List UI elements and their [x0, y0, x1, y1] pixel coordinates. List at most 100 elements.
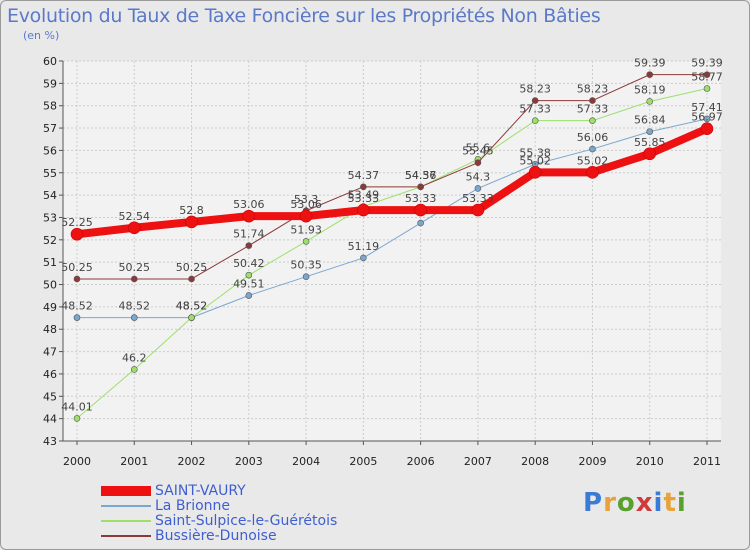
data-point: [589, 145, 596, 153]
data-label: 49.51: [233, 277, 265, 290]
legend-swatch: [101, 505, 151, 507]
data-label: 46.2: [122, 351, 147, 364]
y-tick-label: 60: [43, 55, 57, 68]
data-label: 48.52: [176, 300, 208, 313]
proxiti-logo: Proxiti: [583, 488, 687, 518]
data-point: [73, 314, 81, 321]
data-label: 52.8: [179, 204, 204, 217]
data-point: [242, 209, 256, 223]
logo-letter: P: [583, 488, 604, 518]
y-tick-label: 58: [43, 100, 57, 113]
data-label: 55.02: [577, 154, 609, 167]
y-tick-label: 47: [43, 346, 57, 359]
data-point: [360, 183, 367, 191]
data-label: 56.97: [691, 111, 723, 124]
data-point: [471, 203, 485, 217]
data-point: [586, 166, 599, 179]
data-point: [130, 366, 138, 373]
logo-letter: i: [653, 488, 664, 518]
y-tick-label: 49: [43, 301, 57, 314]
chart-title: Evolution du Taux de Taxe Foncière sur l…: [7, 5, 601, 27]
data-label: 53.49: [348, 189, 380, 202]
x-tick-label: 2010: [636, 455, 664, 468]
data-label: 53.06: [290, 198, 322, 211]
data-label: 54.37: [405, 169, 437, 182]
data-point: [302, 273, 310, 281]
series-line: [77, 74, 707, 280]
y-tick-label: 46: [43, 368, 57, 381]
data-point: [414, 203, 427, 217]
data-label: 59.39: [691, 57, 723, 70]
data-label: 53.06: [233, 198, 265, 211]
data-label: 53.3: [294, 193, 319, 206]
data-label: 50.35: [290, 259, 322, 272]
y-tick-label: 50: [43, 279, 57, 292]
data-point: [703, 85, 711, 92]
x-tick-label: 2003: [235, 455, 263, 468]
plot-background: [63, 61, 721, 441]
grid: [63, 60, 721, 442]
data-point: [245, 242, 253, 249]
legend-swatch: [101, 520, 151, 522]
series-line: [76, 125, 709, 239]
data-label: 50.25: [176, 261, 208, 274]
data-label: 52.54: [119, 210, 151, 223]
legend-label: Saint-Sulpice-le-Guérétois: [155, 513, 338, 529]
data-point: [703, 71, 711, 78]
data-point: [646, 71, 654, 78]
data-label: 58.23: [519, 83, 551, 96]
y-tick-label: 48: [43, 323, 57, 336]
data-point: [188, 314, 195, 321]
logo-letter: x: [635, 488, 654, 518]
data-point: [474, 159, 482, 167]
data-point: [417, 183, 424, 191]
y-tick-label: 53: [43, 211, 57, 224]
data-label: 53.33: [405, 192, 437, 205]
logo-letter: t: [663, 488, 677, 518]
data-point: [643, 147, 657, 161]
legend-swatch: [101, 486, 151, 496]
data-label: 58.23: [577, 83, 609, 96]
data-point: [73, 415, 81, 422]
data-label: 57.41: [691, 101, 723, 114]
data-point: [130, 275, 138, 283]
data-label: 56.84: [634, 114, 666, 127]
data-label: 58.77: [691, 70, 723, 83]
y-tick-label: 56: [43, 144, 57, 157]
data-label: 54.3: [466, 170, 491, 183]
logo-letter: o: [616, 488, 636, 518]
series-bussi-re-dunoise: [73, 71, 711, 283]
series-saint-sulpice-le-gu-r-tois: [73, 85, 711, 422]
data-point: [357, 203, 370, 217]
data-point: [299, 209, 313, 223]
data-label: 48.52: [176, 300, 208, 313]
logo-letter: r: [603, 488, 617, 518]
data-label: 55.6: [466, 141, 491, 154]
x-tick-label: 2011: [693, 455, 721, 468]
axes: 43 44 45 46 47 48 49 50 51 52 53 54 55 56 57 58 59 60 2000…: [43, 55, 721, 468]
data-point: [589, 97, 596, 104]
x-tick-label: 2002: [178, 455, 206, 468]
x-tick-label: 2005: [349, 455, 377, 468]
y-tick-label: 54: [43, 189, 57, 202]
x-tick-label: 2001: [120, 455, 148, 468]
data-label: 57.33: [577, 103, 609, 116]
data-point: [703, 115, 711, 123]
data-label: 44.01: [61, 400, 93, 413]
x-tick-label: 2000: [63, 455, 91, 468]
data-label: 55.85: [634, 136, 666, 149]
data-point: [245, 292, 253, 299]
data-label: 55.02: [519, 154, 551, 167]
data-point: [531, 117, 539, 124]
series-saint-vaury: [70, 122, 714, 241]
data-label: 55.45: [462, 145, 494, 158]
data-point: [474, 185, 482, 192]
y-tick-label: 44: [43, 413, 57, 426]
data-point: [127, 221, 141, 235]
data-point: [646, 98, 654, 105]
data-label: 50.25: [61, 261, 93, 274]
x-tick-label: 2004: [292, 455, 320, 468]
data-point: [646, 128, 654, 135]
y-tick-label: 57: [43, 122, 57, 135]
y-tick-label: 43: [43, 435, 57, 448]
